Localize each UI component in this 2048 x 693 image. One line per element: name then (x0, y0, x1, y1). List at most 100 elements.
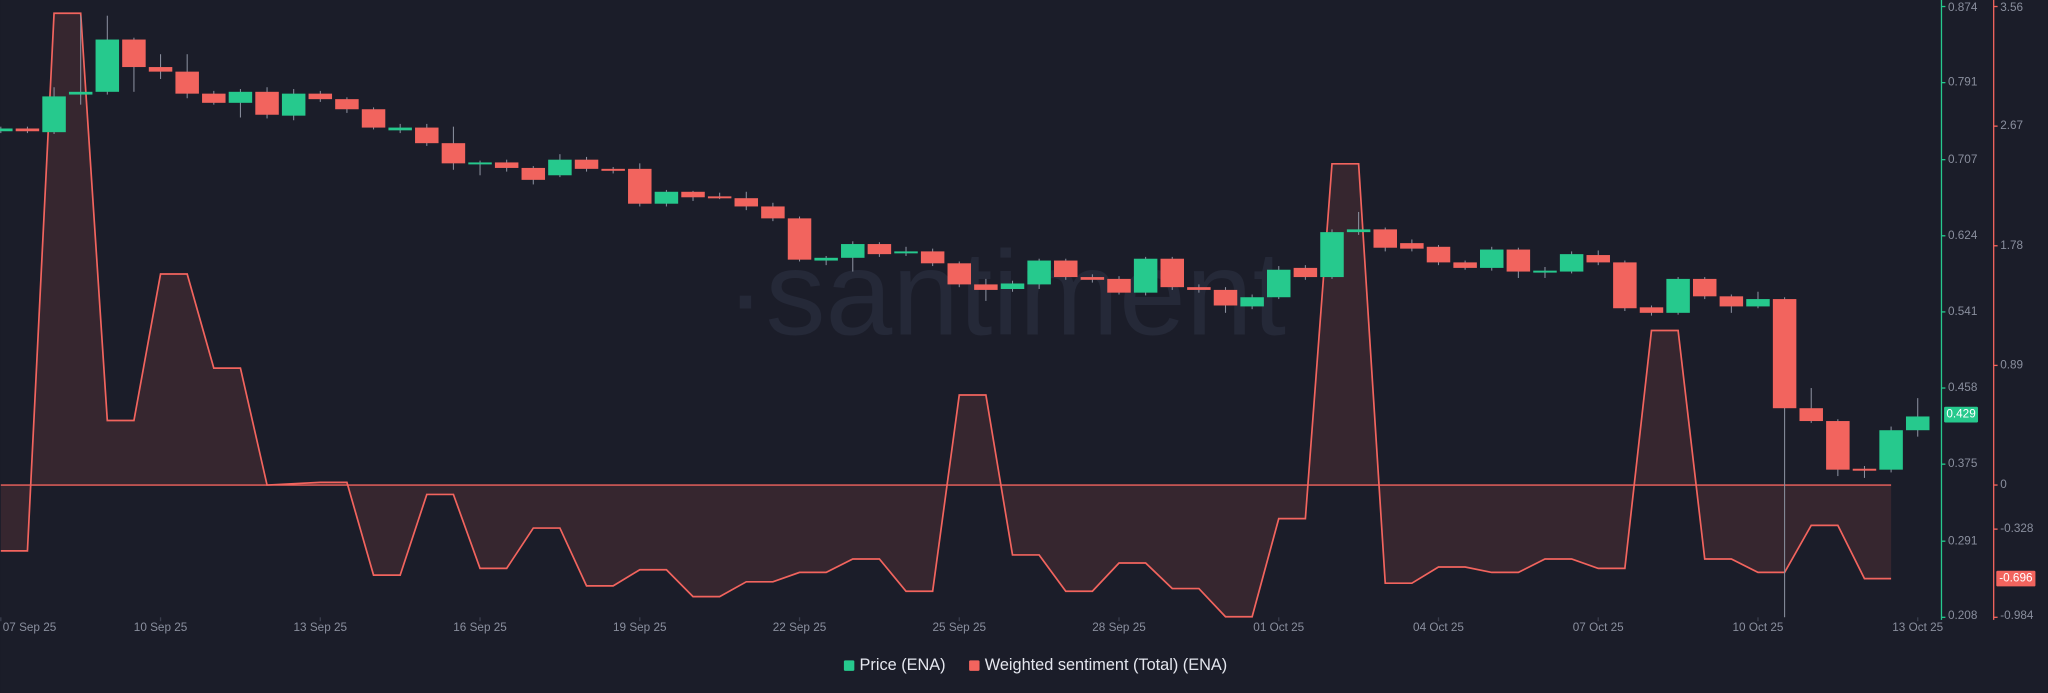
watermark: ·santiment (726, 226, 1286, 360)
y-tick-label: 0.208 (1948, 609, 1978, 622)
candle-body (1160, 258, 1185, 288)
candle-body (68, 91, 93, 95)
candle-body (415, 127, 439, 144)
candle-body (681, 191, 705, 198)
sentiment-line (0, 12, 1892, 618)
candle-body (1613, 262, 1637, 309)
candle-body (228, 91, 253, 103)
last-price-label: 0.429 (1946, 408, 1975, 421)
y-tick-label: 0.458 (1948, 381, 1978, 394)
candle-body (1586, 255, 1610, 263)
y2-tick-label: 3.56 (2000, 1, 2023, 14)
candle-body (1320, 232, 1344, 278)
candle-body (15, 128, 40, 132)
y2-tick-label: 2.67 (2000, 119, 2023, 132)
y-tick-label: 0.291 (1948, 534, 1977, 547)
candle-body (867, 244, 892, 255)
candle-body (1213, 289, 1238, 306)
candle-body (1905, 416, 1930, 431)
x-tick-label: 10 Oct 25 (1733, 621, 1784, 634)
candle-body (1826, 421, 1850, 470)
candle-body (947, 263, 972, 285)
candle-body (1346, 229, 1371, 233)
x-tick-label: 04 Oct 25 (1413, 621, 1464, 634)
candle-body (707, 196, 732, 199)
y2-tick-label: -0.984 (2000, 609, 2034, 622)
candle-body (1400, 243, 1424, 249)
candle-body (1639, 307, 1664, 313)
candle-body (1879, 430, 1903, 470)
candle-body (601, 168, 625, 171)
x-tick-label: 13 Sep 25 (294, 621, 348, 634)
candle-body (1453, 262, 1477, 268)
candle-body (628, 168, 652, 204)
x-tick-label: 22 Sep 25 (773, 621, 827, 634)
x-tick-label: 01 Oct 25 (1253, 621, 1304, 634)
last-sentiment-box (1996, 570, 2036, 587)
y-tick-label: 0.624 (1948, 229, 1978, 242)
candle-body (1240, 297, 1264, 307)
candle-body (1000, 283, 1025, 289)
candle-body (0, 128, 13, 132)
candle-body (1293, 267, 1318, 278)
x-tick-label: 07 Oct 25 (1573, 621, 1624, 634)
candle-body (654, 191, 679, 204)
candle-body (388, 127, 412, 131)
candle-body (361, 109, 386, 128)
x-tick-label: 25 Sep 25 (933, 621, 987, 634)
last-sentiment-label: -0.696 (1999, 572, 2033, 585)
x-tick-label: 19 Sep 25 (613, 621, 667, 634)
candle-body (42, 96, 66, 133)
candle-body (494, 162, 519, 168)
candle-body (841, 244, 865, 258)
candle-body (521, 167, 546, 180)
candle-body (1533, 270, 1557, 273)
legend-label: Price (ENA) (860, 656, 946, 674)
candle-body (761, 206, 785, 219)
candle-body (281, 93, 306, 116)
y2-tick-label: 0 (2000, 478, 2007, 491)
candle-body (95, 39, 120, 92)
legend-label: Weighted sentiment (Total) (ENA) (985, 656, 1227, 674)
candle-body (255, 91, 279, 115)
candle-body (1746, 299, 1770, 307)
y-tick-label: 0.541 (1948, 305, 1977, 318)
candle-body (814, 257, 838, 261)
candle-body (1267, 269, 1291, 298)
candle-body (1027, 260, 1051, 285)
candle-body (1054, 260, 1078, 278)
y2-tick-label: 1.78 (2000, 239, 2023, 252)
legend-swatch (969, 660, 980, 671)
candle-body (894, 251, 918, 254)
candle-body (1133, 258, 1158, 293)
candle-body (548, 159, 572, 176)
candle-body (920, 251, 945, 264)
legend-swatch (843, 660, 855, 671)
candle-body (1852, 468, 1877, 471)
candle-body (574, 159, 599, 169)
x-tick-label: 28 Sep 25 (1092, 621, 1146, 634)
y2-tick-label: 0.89 (2000, 359, 2023, 372)
candle-body (1479, 249, 1504, 268)
last-price-box (1944, 406, 1979, 423)
candle-body (974, 284, 998, 290)
candle-body (148, 67, 173, 72)
y-tick-label: 0.375 (1948, 457, 1978, 470)
x-tick-label: 16 Sep 25 (453, 621, 507, 634)
candle-body (734, 198, 759, 207)
candle-body (1506, 249, 1531, 272)
candle-body (787, 218, 812, 260)
candle-body (308, 93, 333, 100)
candle-body (1799, 408, 1823, 422)
y-tick-label: 0.791 (1948, 76, 1977, 89)
x-tick-label: 10 Sep 25 (134, 621, 188, 634)
candle-body (1107, 278, 1131, 293)
candle-body (1772, 299, 1797, 409)
candle-body (335, 99, 359, 110)
candle-body (175, 71, 199, 94)
candle-body (1559, 254, 1584, 272)
y-tick-label: 0.707 (1948, 153, 1977, 166)
y2-tick-label: -0.328 (2000, 522, 2034, 535)
